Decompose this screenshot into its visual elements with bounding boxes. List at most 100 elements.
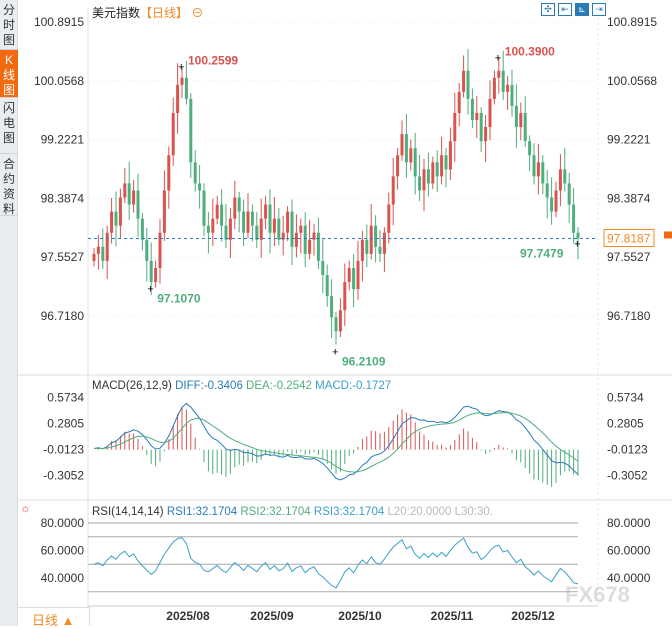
sidebar: 分时图 K线图 闪电图 合约资料: [0, 0, 18, 626]
candle-body: [572, 204, 576, 233]
macd-tick-right: 0.2805: [607, 417, 644, 431]
price-tick-left: 100.8915: [34, 15, 84, 29]
zoom-out-icon[interactable]: ⊖: [188, 6, 204, 20]
toolbar: ✣ ⇤ ⊾ ⇥: [541, 3, 606, 16]
macd-label: MACD(26,12,9): [92, 380, 172, 392]
candle-body: [514, 105, 518, 128]
marker-cross: +: [178, 61, 184, 73]
candle-body: [294, 232, 298, 247]
candle-body: [211, 218, 215, 233]
price-annotation: 96.2109: [342, 355, 386, 369]
tab-kline[interactable]: K线图: [0, 50, 18, 98]
candle-body: [136, 190, 140, 219]
candle-body: [475, 112, 479, 121]
price-tick-left: 97.5527: [41, 250, 85, 264]
candle-body: [246, 211, 250, 233]
macd-tick-right: -0.3052: [607, 469, 648, 483]
rsi-line: [93, 537, 579, 589]
x-tick-label: 2025/10: [338, 609, 382, 623]
candle-body: [255, 225, 259, 240]
candle-body: [426, 169, 430, 184]
settings-sun-icon[interactable]: ☼: [20, 503, 31, 515]
price-tick-left: 100.0568: [34, 74, 84, 88]
price-tick-right: 100.8915: [607, 15, 657, 29]
candle-body: [127, 183, 131, 205]
tab-timeshare[interactable]: 分时图: [0, 0, 18, 50]
tab-contract-info[interactable]: 合约资料: [0, 154, 18, 216]
candle-body: [479, 112, 483, 142]
candle-body: [492, 77, 496, 99]
price-annotation: 100.2599: [188, 53, 238, 67]
candle-body: [224, 225, 228, 240]
rsi-tick-left: 60.0000: [41, 544, 85, 558]
candle-body: [352, 267, 356, 290]
price-annotation: 97.1070: [157, 292, 201, 306]
tab-flash[interactable]: 闪电图: [0, 98, 18, 154]
rsi3: RSI3:32.1704: [313, 506, 385, 518]
rsi-tick-left: 40.0000: [41, 571, 85, 585]
candle-body: [484, 127, 488, 142]
macd-dea-line: [93, 412, 579, 473]
jump-latest-icon[interactable]: ⇥: [592, 3, 606, 16]
candle-body: [360, 239, 364, 261]
candle-body: [162, 190, 166, 233]
marker-cross: +: [574, 238, 580, 250]
candle-body: [550, 197, 554, 212]
candle-body: [413, 148, 417, 177]
candle-body: [347, 267, 351, 283]
timeframe-selector[interactable]: 日线 ▲: [18, 607, 90, 628]
rsi-tick-right: 80.0000: [607, 516, 651, 530]
candle-body: [312, 232, 316, 240]
candle-body: [171, 112, 175, 156]
candle-body: [259, 218, 263, 240]
price-tick-left: 99.2221: [41, 133, 85, 147]
candle-body: [453, 112, 457, 142]
x-tick-label: 2025/12: [511, 609, 555, 623]
crosshair-icon[interactable]: ✣: [541, 3, 555, 16]
watermark: FX678: [565, 582, 630, 607]
chart-title: 美元指数【日线】 ⊖: [92, 4, 203, 21]
candle-body: [369, 225, 373, 254]
candle-body: [101, 246, 105, 261]
candle-body: [110, 211, 114, 233]
candle-body: [457, 91, 461, 113]
candle-body: [233, 197, 237, 219]
price-flag-icon: [664, 231, 672, 239]
range-end-icon[interactable]: ⊾: [575, 3, 589, 16]
candle-body: [250, 211, 254, 226]
candle-body: [321, 260, 325, 276]
candle-body: [140, 218, 144, 240]
rsi-label: RSI(14,14,14): [92, 506, 164, 518]
candle-body: [506, 84, 510, 92]
price-tick-right: 100.0568: [607, 74, 657, 88]
candle-body: [448, 141, 452, 170]
candle-body: [528, 141, 532, 156]
candle-body: [123, 183, 127, 198]
candle-body: [523, 112, 527, 142]
candle-body: [554, 190, 558, 212]
candle-body: [330, 296, 334, 318]
candle-body: [431, 162, 435, 184]
macd-dea: DEA:-0.2542: [246, 380, 312, 392]
price-tick-right: 96.7180: [607, 309, 651, 323]
candle-body: [105, 232, 109, 261]
x-tick-label: 2025/08: [166, 609, 210, 623]
price-tick-right: 97.5527: [607, 250, 651, 264]
candle-body: [92, 253, 96, 261]
candle-body: [536, 162, 540, 177]
macd-value: MACD:-0.1727: [315, 380, 392, 392]
candle-body: [462, 70, 466, 92]
candle-body: [132, 190, 136, 205]
macd-tick-right: -0.0123: [607, 443, 648, 457]
candle-body: [466, 70, 470, 99]
candle-body: [541, 162, 545, 184]
range-start-icon[interactable]: ⇤: [558, 3, 572, 16]
candle-body: [422, 169, 426, 191]
candle-body: [501, 70, 505, 92]
candle-body: [400, 134, 404, 156]
candle-body: [303, 225, 307, 254]
candle-body: [286, 211, 290, 233]
candle-body: [202, 190, 206, 226]
candle-body: [563, 169, 567, 184]
